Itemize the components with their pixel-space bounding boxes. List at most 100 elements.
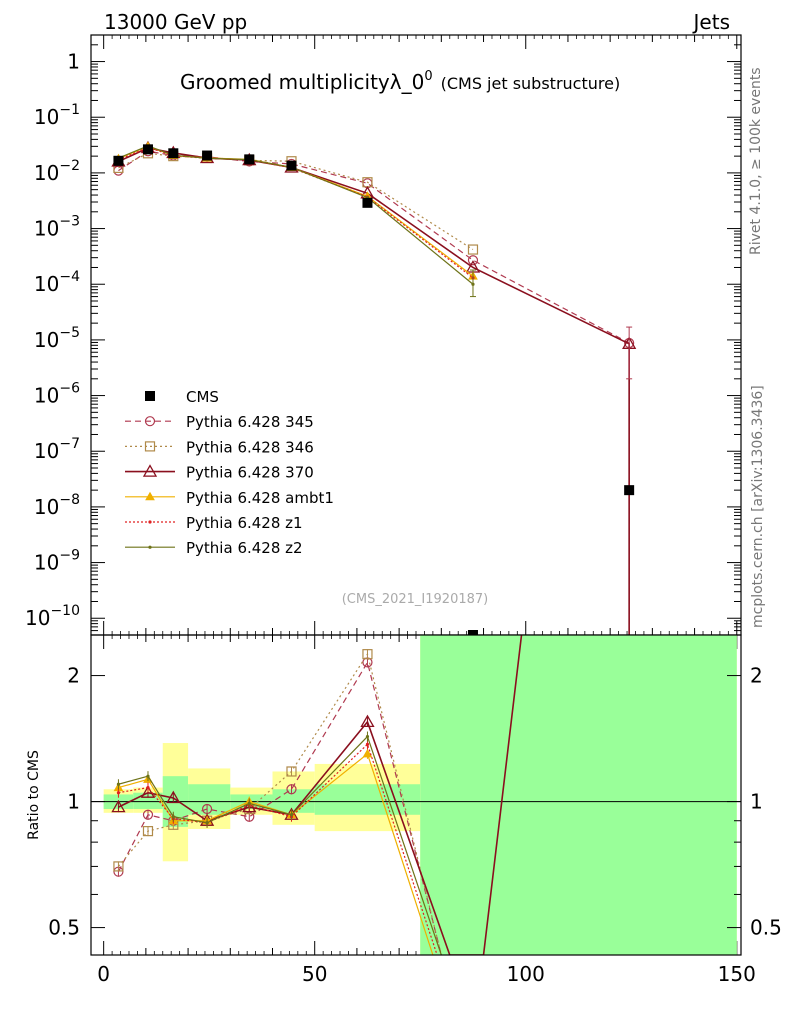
main-y-tick-exp: −9 — [59, 548, 80, 564]
legend-label-s370: Pythia 6.428 370 — [186, 464, 314, 482]
legend-marker-ambt1 — [145, 491, 155, 501]
ratio-marker-s370 — [111, 799, 126, 813]
main-y-tick-base: 10 — [34, 105, 59, 129]
main-y-tick-exp: −4 — [59, 269, 80, 285]
plot-title: Groomed multiplicityλ_00 (CMS jet substru… — [180, 69, 620, 94]
plot-title-sup: 0 — [424, 69, 432, 84]
data-point — [142, 144, 153, 155]
main-y-tick-exp: −1 — [59, 102, 80, 118]
main-y-ticks: 110−110−210−310−410−510−610−710−810−910−… — [25, 34, 741, 636]
legend-label-s346: Pythia 6.428 346 — [186, 438, 314, 456]
x-tick-label: 150 — [718, 962, 756, 986]
ratio-marker-z2 — [146, 774, 150, 778]
main-y-tick-label: 10−10 — [25, 603, 80, 630]
legend-label-z2: Pythia 6.428 z2 — [186, 539, 303, 557]
main-y-tick-base: 10 — [25, 606, 50, 630]
ratio-y-ticks: 0.5 0.5 1 1 2 2 — [48, 664, 782, 940]
x-tick-label: 100 — [507, 962, 545, 986]
ratio-line-s345 — [117, 660, 442, 955]
ratio-marker-s346 — [142, 826, 154, 837]
ratio-marker-z1 — [365, 742, 370, 746]
ratio-marker-s370 — [166, 790, 181, 804]
ratio-marker-z2 — [205, 821, 209, 825]
ratio-band-inner — [188, 784, 231, 815]
ratio-panel: 0 50 100 150 0.5 0.5 1 1 2 2 — [48, 634, 782, 986]
main-y-tick-base: 10 — [34, 161, 59, 185]
main-y-tick-base: 10 — [34, 439, 59, 463]
main-y-tick-exp: −10 — [50, 603, 80, 619]
ratio-y-tick-label: 0.5 — [48, 916, 80, 940]
rivet-label: Rivet 4.1.0, ≥ 100k events — [748, 67, 764, 255]
main-y-tick-label: 10−2 — [34, 158, 80, 185]
ratio-line-z1 — [118, 743, 438, 955]
ratio-line-ambt1 — [118, 752, 434, 955]
ratio-marker-z2 — [171, 815, 175, 819]
main-y-tick-base: 10 — [34, 495, 59, 519]
ratio-marker-s345 — [286, 784, 297, 795]
main-y-tick-exp: −2 — [59, 158, 80, 174]
ratio-marker-z2 — [247, 801, 251, 806]
ratio-y-tick-label-right: 1 — [750, 790, 763, 814]
main-y-tick-base: 10 — [34, 272, 59, 296]
ratio-marker-s370 — [140, 785, 156, 798]
legend-label-z1: Pythia 6.428 z1 — [186, 514, 303, 532]
ratio-y-tick-label-right: 0.5 — [750, 916, 782, 940]
main-y-tick-exp: −5 — [59, 325, 80, 341]
main-y-tick-exp: −7 — [59, 436, 80, 452]
ratio-marker-ambt1 — [362, 748, 373, 758]
ratio-marker-s346 — [362, 649, 373, 660]
mcplots-label: mcplots.cern.ch [arXiv:1306.3436] — [750, 385, 766, 628]
ratio-line-z2 — [118, 735, 442, 955]
legend-marker-data — [145, 391, 155, 401]
ratio-y-tick-label: 1 — [67, 790, 80, 814]
main-y-tick-label: 1 — [67, 50, 80, 74]
watermark: (CMS_2021_I1920187) — [342, 592, 489, 607]
ratio-band-inner — [272, 789, 315, 813]
ratio-marker-s346 — [286, 766, 297, 777]
ratio-marker-s346 — [113, 861, 124, 872]
data-point — [244, 154, 255, 165]
ratio-marker-z2 — [116, 782, 121, 786]
main-y-tick-base: 10 — [34, 217, 59, 241]
ratio-marker-z1 — [116, 791, 121, 795]
ratio-y-axis-label: Ratio to CMS — [26, 750, 42, 840]
data-point — [113, 155, 124, 166]
ratio-band-inner — [420, 635, 737, 955]
ratio-marker-s345 — [142, 809, 154, 820]
process-label: Jets — [692, 10, 730, 34]
legend-label-data: CMS — [186, 388, 219, 406]
legend-marker-z1 — [148, 520, 152, 524]
ratio-band-inner — [314, 784, 421, 815]
ratio-marker-z2 — [289, 813, 294, 817]
ratio-marker-s370 — [360, 714, 375, 728]
main-y-tick-label: 10−7 — [34, 436, 80, 463]
ratio-series — [111, 635, 523, 955]
main-y-tick-exp: −8 — [59, 492, 80, 508]
data-point — [286, 160, 297, 171]
legend-marker-s370 — [142, 464, 158, 477]
main-marker-s346 — [467, 244, 479, 255]
data-point — [168, 148, 179, 159]
x-tick-label: 50 — [302, 962, 327, 986]
legend-marker-z2 — [148, 545, 152, 549]
data-point — [624, 485, 635, 496]
legend-marker-s346 — [144, 441, 156, 452]
main-y-tick-label: 10−5 — [34, 325, 80, 352]
data-point — [362, 197, 373, 208]
ratio-marker-z2 — [365, 734, 370, 739]
main-marker-s345 — [467, 255, 479, 266]
legend-marker-s345 — [144, 416, 156, 427]
main-y-tick-base: 10 — [34, 384, 59, 408]
ratio-marker-z1 — [146, 785, 150, 790]
plot-title-sub: (CMS jet substructure) — [441, 74, 621, 93]
main-y-tick-label: 10−8 — [34, 492, 80, 519]
main-y-tick-base: 10 — [34, 551, 59, 575]
main-y-tick-base: 10 — [34, 328, 59, 352]
main-y-tick-label: 10−3 — [34, 214, 80, 241]
main-y-tick-label: 10−4 — [34, 269, 80, 296]
legend: CMS Pythia 6.428 345 Pythia 6.428 346 Pythi… — [125, 388, 334, 557]
x-tick-label: 0 — [97, 962, 110, 986]
ratio-y-tick-label-right: 2 — [750, 664, 763, 688]
legend-label-s345: Pythia 6.428 345 — [186, 413, 314, 431]
